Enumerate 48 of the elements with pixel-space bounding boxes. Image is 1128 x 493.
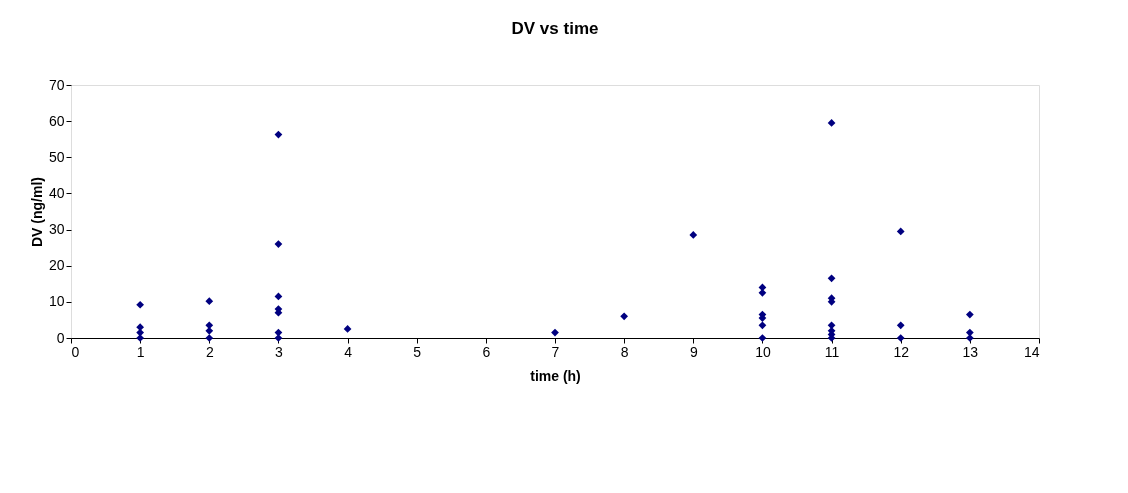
point [551, 328, 559, 337]
x-tick-label: 7 [551, 343, 560, 360]
x-axis-title: time (h) [530, 367, 581, 384]
x-tick-label: 8 [620, 343, 629, 360]
x-tick-label: 3 [275, 343, 284, 360]
point [896, 334, 905, 342]
y-tick-label: 0 [56, 329, 65, 346]
x-tick-label: 6 [482, 343, 491, 360]
point [274, 240, 283, 248]
point [205, 297, 214, 306]
point [827, 119, 836, 127]
x-tick-label: 13 [962, 343, 979, 360]
x-tick-label: 2 [205, 343, 214, 360]
x-tick-label: 11 [824, 343, 840, 360]
x-tick-label: 4 [344, 343, 353, 360]
chart-title: DV vs time [511, 19, 599, 38]
point [896, 321, 905, 330]
point [827, 274, 836, 283]
y-tick-label: 30 [48, 221, 65, 238]
x-tick-label: 14 [1023, 343, 1040, 360]
point [758, 321, 767, 330]
point [343, 325, 352, 333]
x-tick-label: 0 [71, 343, 80, 360]
x-tick-label: 12 [893, 343, 910, 360]
point [965, 328, 974, 337]
point [136, 328, 145, 337]
y-tick-label: 20 [48, 257, 65, 274]
point [689, 231, 698, 239]
point [274, 292, 283, 301]
point [205, 334, 214, 342]
y-tick-label: 60 [48, 112, 65, 129]
x-tick-label: 10 [755, 343, 771, 360]
y-axis-title: DV (ng/ml) [28, 177, 45, 247]
y-tick-label: 70 [48, 76, 65, 93]
point [758, 334, 767, 342]
x-tick-label: 5 [413, 343, 422, 360]
y-tick-label: 10 [48, 293, 65, 310]
point [274, 334, 283, 342]
x-tick-label: 9 [689, 343, 698, 360]
point [965, 334, 974, 342]
point [136, 334, 145, 342]
point [620, 312, 629, 321]
x-tick-label: 1 [136, 343, 145, 360]
point [965, 310, 974, 319]
point [136, 300, 145, 309]
y-tick-label: 50 [48, 148, 65, 165]
point [896, 227, 905, 236]
y-tick-label: 40 [48, 184, 65, 201]
